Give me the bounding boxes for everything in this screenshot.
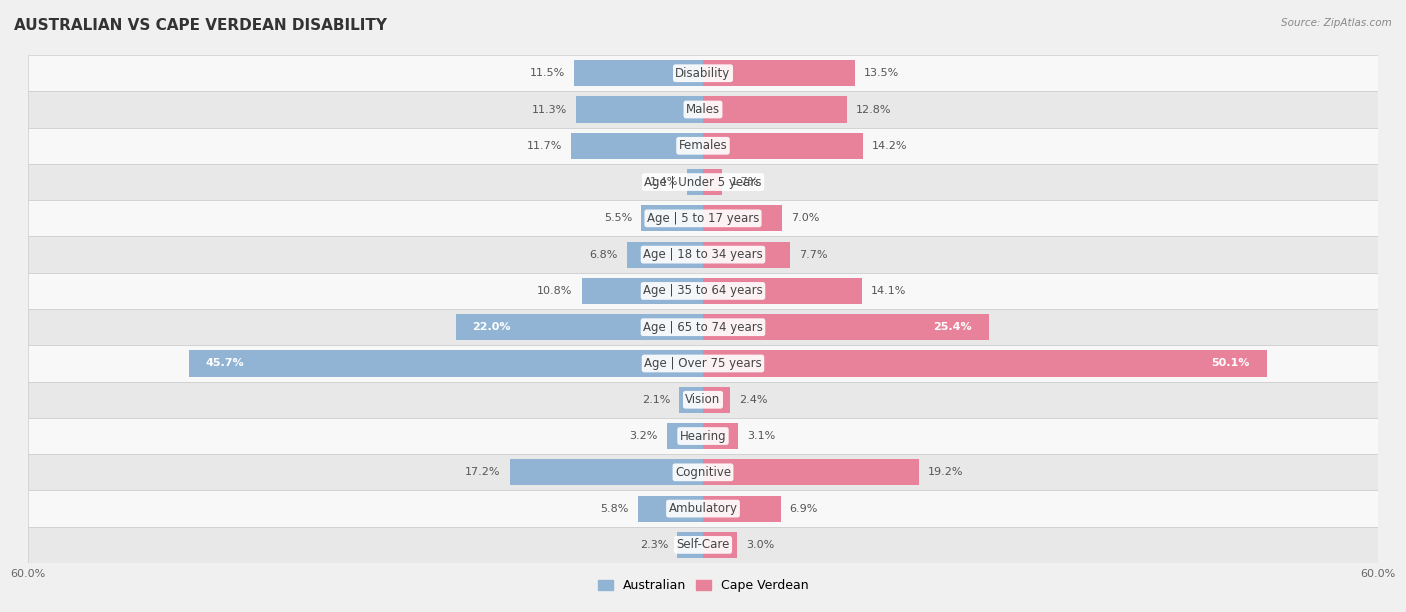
Legend: Australian, Cape Verdean: Australian, Cape Verdean	[592, 575, 814, 597]
Bar	[703, 423, 738, 449]
Text: Females: Females	[679, 140, 727, 152]
Text: 13.5%: 13.5%	[863, 68, 898, 78]
Bar	[641, 205, 703, 231]
Bar	[28, 128, 1378, 164]
Text: 1.7%: 1.7%	[731, 177, 759, 187]
Text: 2.4%: 2.4%	[740, 395, 768, 405]
Text: Age | Over 75 years: Age | Over 75 years	[644, 357, 762, 370]
Text: Source: ZipAtlas.com: Source: ZipAtlas.com	[1281, 18, 1392, 28]
Text: Age | 65 to 74 years: Age | 65 to 74 years	[643, 321, 763, 334]
Bar	[678, 532, 703, 558]
Text: Vision: Vision	[685, 394, 721, 406]
Text: Ambulatory: Ambulatory	[668, 502, 738, 515]
Text: 45.7%: 45.7%	[205, 359, 245, 368]
Text: Age | 18 to 34 years: Age | 18 to 34 years	[643, 248, 763, 261]
Text: 3.2%: 3.2%	[630, 431, 658, 441]
Text: Age | 5 to 17 years: Age | 5 to 17 years	[647, 212, 759, 225]
Bar	[703, 532, 737, 558]
Text: 3.1%: 3.1%	[747, 431, 775, 441]
Bar	[28, 382, 1378, 418]
Text: Self-Care: Self-Care	[676, 539, 730, 551]
Bar	[703, 496, 780, 521]
Bar	[28, 418, 1378, 454]
Bar	[703, 133, 863, 159]
Bar	[28, 490, 1378, 527]
Text: 5.8%: 5.8%	[600, 504, 628, 513]
Bar	[703, 169, 723, 195]
Text: 11.5%: 11.5%	[530, 68, 565, 78]
Bar	[703, 278, 862, 304]
Bar	[582, 278, 703, 304]
Bar	[28, 164, 1378, 200]
Bar	[28, 91, 1378, 128]
Bar	[638, 496, 703, 521]
Text: 14.2%: 14.2%	[872, 141, 907, 151]
Bar	[28, 454, 1378, 490]
Bar	[28, 273, 1378, 309]
Bar	[28, 345, 1378, 382]
Text: 3.0%: 3.0%	[745, 540, 773, 550]
Bar	[188, 351, 703, 376]
Text: 6.8%: 6.8%	[589, 250, 617, 259]
Text: 19.2%: 19.2%	[928, 468, 963, 477]
Bar	[28, 236, 1378, 273]
Text: 11.3%: 11.3%	[531, 105, 567, 114]
Text: 10.8%: 10.8%	[537, 286, 572, 296]
Text: 17.2%: 17.2%	[465, 468, 501, 477]
Text: 12.8%: 12.8%	[856, 105, 891, 114]
Bar	[627, 242, 703, 267]
Text: Males: Males	[686, 103, 720, 116]
Bar	[688, 169, 703, 195]
Bar	[703, 459, 920, 485]
Bar	[703, 60, 855, 86]
Text: 7.0%: 7.0%	[790, 214, 820, 223]
Bar	[28, 200, 1378, 236]
Text: Hearing: Hearing	[679, 430, 727, 442]
Bar	[703, 205, 782, 231]
Bar	[574, 60, 703, 86]
Bar	[703, 314, 988, 340]
Bar	[456, 314, 703, 340]
Bar	[28, 527, 1378, 563]
Text: Age | Under 5 years: Age | Under 5 years	[644, 176, 762, 188]
Text: 5.5%: 5.5%	[605, 214, 633, 223]
Text: Disability: Disability	[675, 67, 731, 80]
Text: 14.1%: 14.1%	[870, 286, 905, 296]
Text: 2.3%: 2.3%	[640, 540, 668, 550]
Text: Cognitive: Cognitive	[675, 466, 731, 479]
Bar	[28, 55, 1378, 91]
Bar	[679, 387, 703, 413]
Text: 25.4%: 25.4%	[934, 322, 972, 332]
Text: 1.4%: 1.4%	[650, 177, 678, 187]
Text: 7.7%: 7.7%	[799, 250, 827, 259]
Text: 50.1%: 50.1%	[1212, 359, 1250, 368]
Bar	[509, 459, 703, 485]
Text: 11.7%: 11.7%	[527, 141, 562, 151]
Bar	[703, 387, 730, 413]
Text: 2.1%: 2.1%	[643, 395, 671, 405]
Bar	[28, 309, 1378, 345]
Bar	[571, 133, 703, 159]
Bar	[703, 242, 790, 267]
Bar	[703, 351, 1267, 376]
Text: AUSTRALIAN VS CAPE VERDEAN DISABILITY: AUSTRALIAN VS CAPE VERDEAN DISABILITY	[14, 18, 387, 34]
Text: Age | 35 to 64 years: Age | 35 to 64 years	[643, 285, 763, 297]
Bar	[576, 97, 703, 122]
Bar	[703, 97, 846, 122]
Text: 6.9%: 6.9%	[790, 504, 818, 513]
Text: 22.0%: 22.0%	[472, 322, 510, 332]
Bar	[666, 423, 703, 449]
